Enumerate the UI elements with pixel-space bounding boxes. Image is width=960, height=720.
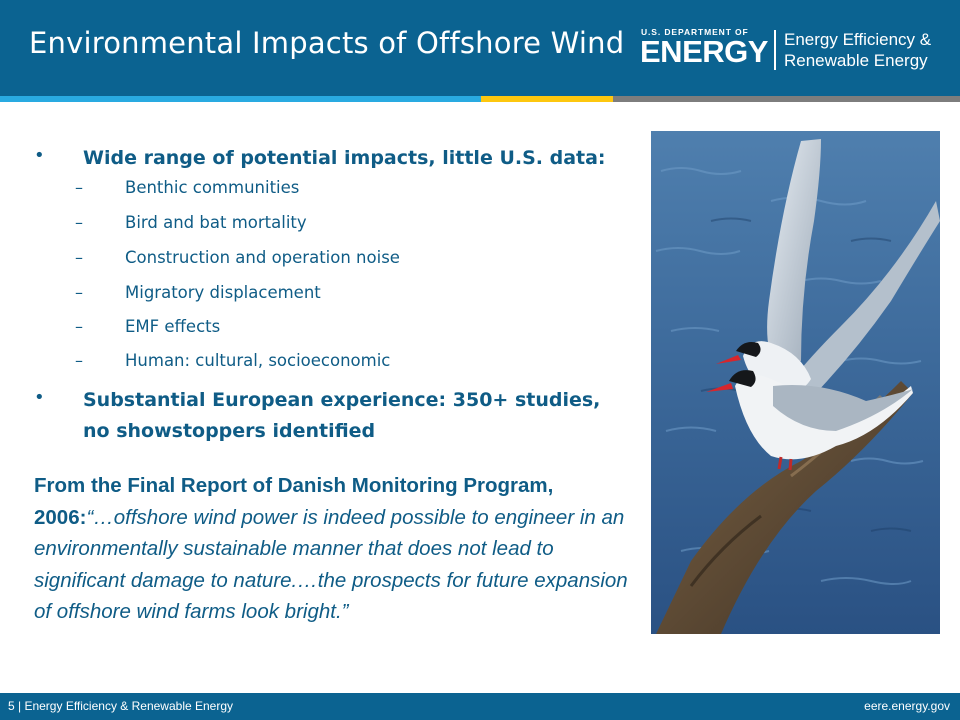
bullet-main-continued: no showstoppers identified (83, 420, 376, 442)
dash-icon: – (75, 351, 83, 370)
footer-page-label: 5 | Energy Efficiency & Renewable Energy (8, 699, 234, 713)
accent-stripe-gray (613, 96, 960, 102)
sub-bullet: Construction and operation noise (125, 248, 400, 267)
quote-text: “…offshore wind power is indeed possible… (34, 505, 628, 624)
logo-office-line2: Renewable Energy (784, 51, 928, 70)
bullet-main: Wide range of potential impacts, little … (83, 147, 606, 169)
sub-bullet: Migratory displacement (125, 283, 321, 302)
dash-icon: – (75, 178, 83, 197)
slide-footer: 5 | Energy Efficiency & Renewable Energy… (0, 693, 960, 720)
logo-energy-wordmark: ENERGY (640, 34, 768, 69)
sub-bullet: EMF effects (125, 317, 221, 336)
bullet-icon: • (34, 145, 45, 166)
logo-department-line: U.S. DEPARTMENT OF (641, 27, 749, 37)
quote-block: From the Final Report of Danish Monitori… (34, 470, 634, 628)
slide-header: Environmental Impacts of Offshore Wind U… (0, 0, 960, 96)
dash-icon: – (75, 213, 83, 232)
dash-icon: – (75, 283, 83, 302)
doe-eere-logo: U.S. DEPARTMENT OF ENERGY Energy Efficie… (640, 27, 941, 77)
logo-divider (774, 30, 776, 70)
logo-office-line1: Energy Efficiency & (784, 30, 932, 49)
footer-website[interactable]: eere.energy.gov (864, 699, 950, 713)
dash-icon: – (75, 248, 83, 267)
slide-title: Environmental Impacts of Offshore Wind (29, 26, 625, 60)
sub-bullet: Bird and bat mortality (125, 213, 307, 232)
accent-stripe-blue (0, 96, 481, 102)
sub-bullet: Benthic communities (125, 178, 300, 197)
terns-photo (651, 131, 940, 634)
dash-icon: – (75, 317, 83, 336)
bullet-icon: • (34, 387, 45, 408)
sub-bullet: Human: cultural, socioeconomic (125, 351, 391, 370)
quote-source: From the Final Report of Danish Monitori… (34, 474, 554, 529)
bullet-main: Substantial European experience: 350+ st… (83, 389, 601, 411)
accent-stripe-yellow (481, 96, 613, 102)
